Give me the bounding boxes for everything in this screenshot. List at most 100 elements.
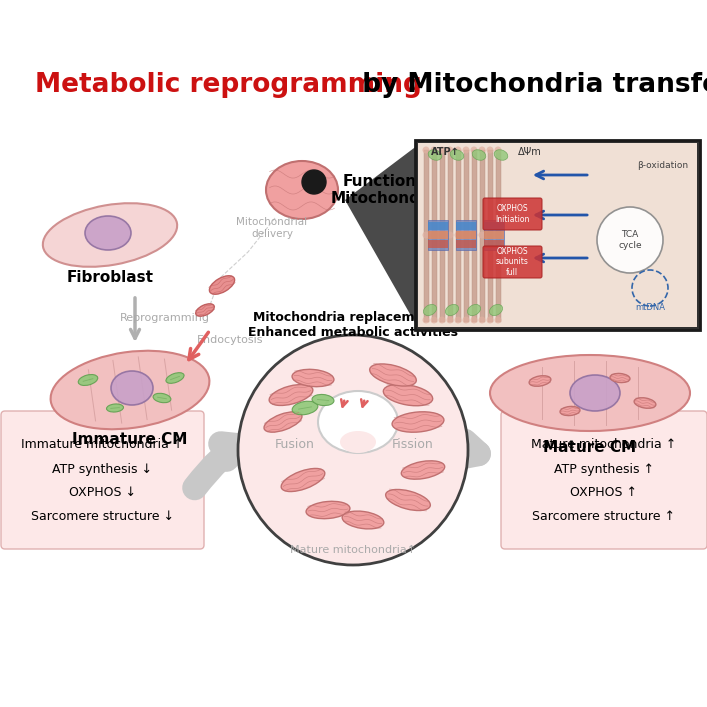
Text: Fibroblast: Fibroblast (66, 271, 153, 286)
Bar (428, 220, 448, 250)
Ellipse shape (209, 276, 235, 294)
Text: mtDNA: mtDNA (635, 303, 665, 312)
Ellipse shape (383, 384, 433, 406)
Circle shape (438, 317, 445, 324)
Circle shape (447, 231, 453, 238)
Bar (484, 240, 504, 248)
Ellipse shape (318, 391, 398, 453)
Text: Mitochondria replacement &: Mitochondria replacement & (253, 312, 453, 325)
Circle shape (486, 317, 493, 324)
Text: Fusion: Fusion (275, 438, 315, 452)
Text: OXPHOS ↑: OXPHOS ↑ (571, 486, 638, 500)
Ellipse shape (467, 305, 481, 315)
Polygon shape (345, 145, 418, 328)
Bar (415, 140, 700, 330)
FancyBboxPatch shape (1, 411, 204, 549)
Circle shape (423, 231, 429, 238)
Bar (428, 222, 448, 230)
Bar (484, 222, 504, 230)
Bar (428, 231, 448, 239)
Text: Sarcomere structure ↑: Sarcomere structure ↑ (532, 510, 675, 523)
Bar (456, 150, 461, 322)
Text: Sarcomere structure ↓: Sarcomere structure ↓ (31, 510, 174, 523)
Circle shape (431, 146, 438, 153)
Circle shape (479, 146, 486, 153)
Text: β-oxidation: β-oxidation (638, 160, 689, 170)
Circle shape (486, 231, 493, 238)
Text: ΔΨm: ΔΨm (518, 147, 542, 157)
Ellipse shape (370, 364, 416, 386)
Circle shape (486, 146, 493, 153)
Circle shape (423, 317, 429, 324)
Bar (472, 150, 477, 322)
Text: ATP↑: ATP↑ (431, 147, 460, 157)
Circle shape (494, 317, 501, 324)
Text: ATP synthesis ↓: ATP synthesis ↓ (52, 462, 153, 476)
Ellipse shape (266, 161, 338, 219)
Ellipse shape (450, 150, 464, 160)
Bar (440, 150, 445, 322)
Ellipse shape (51, 351, 209, 429)
FancyBboxPatch shape (483, 198, 542, 230)
Ellipse shape (269, 385, 313, 405)
Bar (432, 150, 437, 322)
Ellipse shape (445, 305, 459, 315)
Circle shape (494, 231, 501, 238)
Circle shape (302, 170, 326, 194)
Bar (424, 150, 429, 322)
Bar (456, 222, 476, 230)
Ellipse shape (385, 489, 431, 510)
Circle shape (470, 231, 477, 238)
Circle shape (438, 231, 445, 238)
Text: OXPHOS ↓: OXPHOS ↓ (69, 486, 136, 500)
Ellipse shape (166, 373, 184, 383)
FancyBboxPatch shape (483, 246, 542, 278)
Circle shape (447, 146, 453, 153)
Bar (484, 220, 504, 250)
Text: Metabolic reprogramming: Metabolic reprogramming (35, 72, 422, 98)
Text: OXPHOS
Initiation: OXPHOS Initiation (495, 204, 529, 223)
Ellipse shape (570, 375, 620, 411)
Circle shape (238, 335, 468, 565)
Bar (456, 231, 476, 239)
Ellipse shape (342, 511, 384, 529)
Ellipse shape (634, 398, 656, 408)
Text: Mature CM: Mature CM (544, 440, 636, 455)
Text: Functional
Mitochondria: Functional Mitochondria (331, 174, 443, 206)
Bar (448, 150, 453, 322)
FancyBboxPatch shape (501, 411, 707, 549)
Ellipse shape (196, 304, 214, 316)
Ellipse shape (292, 401, 318, 415)
Circle shape (470, 146, 477, 153)
Ellipse shape (560, 407, 580, 416)
Ellipse shape (43, 203, 177, 267)
Text: Fission: Fission (392, 438, 434, 452)
Ellipse shape (264, 412, 302, 432)
Circle shape (470, 317, 477, 324)
Ellipse shape (306, 501, 350, 519)
Ellipse shape (428, 150, 442, 160)
Bar (456, 220, 476, 250)
Text: Immature CM: Immature CM (72, 433, 187, 448)
Text: Mitochondrial
delivery: Mitochondrial delivery (236, 217, 308, 239)
Text: OXPHOS
subunits
full: OXPHOS subunits full (496, 247, 528, 277)
Bar (484, 231, 504, 239)
Circle shape (462, 231, 469, 238)
Text: Immature mitochondria ↑: Immature mitochondria ↑ (21, 438, 184, 452)
Ellipse shape (292, 369, 334, 387)
Ellipse shape (489, 305, 503, 315)
Circle shape (455, 317, 462, 324)
Circle shape (447, 317, 453, 324)
Circle shape (479, 231, 486, 238)
Text: ATP synthesis ↑: ATP synthesis ↑ (554, 462, 654, 476)
Text: Reprogramming: Reprogramming (120, 313, 210, 323)
Circle shape (462, 146, 469, 153)
Text: Enhanced metabolic activities: Enhanced metabolic activities (248, 325, 458, 339)
Ellipse shape (107, 404, 124, 412)
Text: Mature mitochondria ↑: Mature mitochondria ↑ (532, 438, 677, 452)
Text: by Mitochondria transfer: by Mitochondria transfer (353, 72, 707, 98)
Circle shape (455, 146, 462, 153)
Ellipse shape (78, 375, 98, 385)
Circle shape (462, 317, 469, 324)
Ellipse shape (111, 371, 153, 405)
